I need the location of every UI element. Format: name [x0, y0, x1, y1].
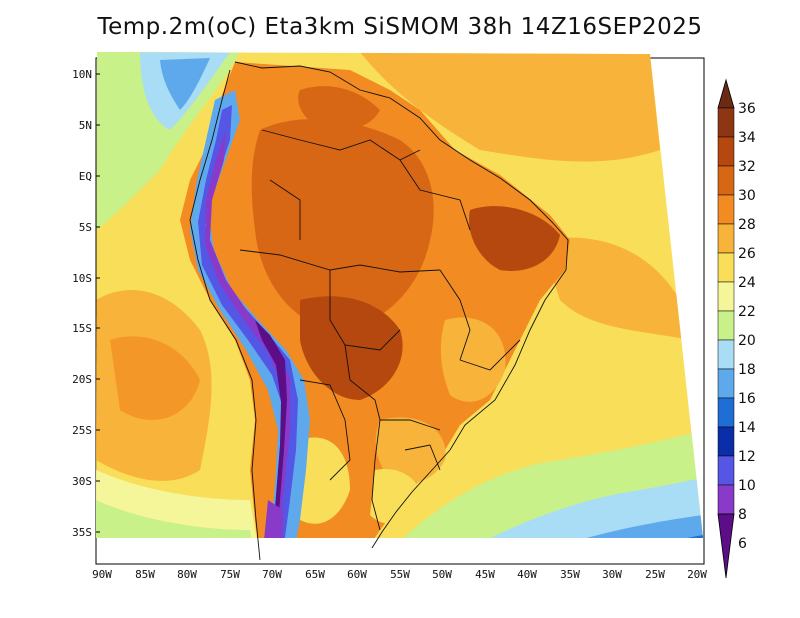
colorbar-label: 28	[738, 217, 756, 233]
lon-label: 50W	[432, 568, 452, 581]
colorbar-swatch	[717, 223, 735, 254]
atlantic-central-warm-area	[540, 237, 690, 340]
lat-label: 20S	[72, 373, 92, 386]
pacific-south-cool-area	[96, 500, 255, 538]
map-title: Temp.2m(oC) Eta3km SiSMOM 38h 14Z16SEP20…	[97, 14, 703, 40]
andes-cold-band	[198, 105, 298, 538]
lon-label: 80W	[177, 568, 197, 581]
colorbar-swatch	[717, 397, 735, 428]
country-borders	[189, 61, 569, 561]
colorbar-label: 24	[738, 275, 756, 291]
atlantic-south-cold-area	[520, 515, 703, 538]
colorbar-label: 16	[738, 391, 756, 407]
lat-label: 25S	[72, 424, 92, 437]
colorbar-label: 32	[738, 159, 756, 175]
lat-label: 35S	[72, 526, 92, 539]
lon-label: 60W	[347, 568, 367, 581]
lat-label: 15S	[72, 322, 92, 335]
lon-label: 25W	[645, 568, 665, 581]
colorbar: 36 34 32 30 28 26 24 22 20 18 16 14 12 1…	[717, 78, 756, 579]
lat-label: EQ	[79, 170, 92, 183]
lon-label: 65W	[305, 568, 325, 581]
atlantic-south-cool-area	[450, 478, 703, 538]
lat-label: 10N	[72, 68, 92, 81]
venezuela-hot-area	[298, 86, 380, 130]
colorbar-top-arrow	[717, 78, 735, 109]
colorbar-swatch	[717, 281, 735, 312]
colorbar-bottom-arrow	[717, 513, 735, 579]
lon-label: 75W	[220, 568, 240, 581]
lon-label: 55W	[390, 568, 410, 581]
colorbar-swatch	[717, 252, 735, 283]
lon-label: 85W	[135, 568, 155, 581]
latitude-axis: 10N 5N EQ 5S 10S 15S 20S 25S 30S 35S	[72, 68, 100, 539]
pacific-north-coldest-area	[160, 58, 210, 110]
colorbar-swatch	[717, 339, 735, 370]
colorbar-swatch	[717, 165, 735, 196]
colorbar-swatch	[717, 107, 735, 138]
lon-label: 90W	[92, 568, 112, 581]
atlantic-north-warm-area	[360, 52, 660, 162]
andes-very-cold-band	[205, 130, 290, 538]
colorbar-label: 26	[738, 246, 756, 262]
colorbar-label: 20	[738, 333, 756, 349]
colorbar-swatch	[717, 484, 735, 515]
uruguay-mild-area	[370, 469, 421, 524]
pacific-north-cool-area	[96, 52, 240, 230]
south-brazil-mild-area	[375, 417, 446, 484]
central-brazil-hot-area	[300, 296, 403, 400]
lat-label: 5S	[79, 221, 92, 234]
colorbar-label: 6	[738, 536, 747, 552]
colorbar-swatch	[717, 426, 735, 457]
lon-label: 30W	[602, 568, 622, 581]
southeast-brazil-mild-area	[440, 317, 506, 402]
colorbar-label: 8	[738, 507, 747, 523]
colorbar-label: 10	[738, 478, 756, 494]
colorbar-label: 34	[738, 130, 756, 146]
lat-label: 10S	[72, 272, 92, 285]
lat-label: 30S	[72, 475, 92, 488]
colorbar-swatch	[717, 136, 735, 167]
colorbar-swatch	[717, 368, 735, 399]
lon-label: 40W	[517, 568, 537, 581]
lon-label: 20W	[687, 568, 707, 581]
lon-label: 45W	[475, 568, 495, 581]
colorbar-label: 14	[738, 420, 756, 436]
andes-coldest-band	[255, 320, 287, 538]
colorbar-label: 12	[738, 449, 756, 465]
colorbar-swatch	[717, 310, 735, 341]
temperature-field	[96, 52, 703, 538]
lat-label: 5N	[79, 119, 92, 132]
lon-label: 70W	[262, 568, 282, 581]
colorbar-swatch	[717, 194, 735, 225]
pacific-warm-core	[110, 336, 200, 420]
amazon-hot-area	[251, 119, 434, 330]
colorbar-swatch	[717, 455, 735, 486]
argentina-mild-area	[300, 437, 350, 524]
colorbar-label: 36	[738, 101, 756, 117]
colorbar-label: 22	[738, 304, 756, 320]
patagonia-cold-area	[262, 500, 283, 538]
lon-label: 35W	[560, 568, 580, 581]
longitude-axis: 90W 85W 80W 75W 70W 65W 60W 55W 50W 45W …	[92, 568, 707, 581]
northeast-brazil-hot-area	[469, 206, 560, 271]
colorbar-label: 18	[738, 362, 756, 378]
colorbar-label: 30	[738, 188, 756, 204]
